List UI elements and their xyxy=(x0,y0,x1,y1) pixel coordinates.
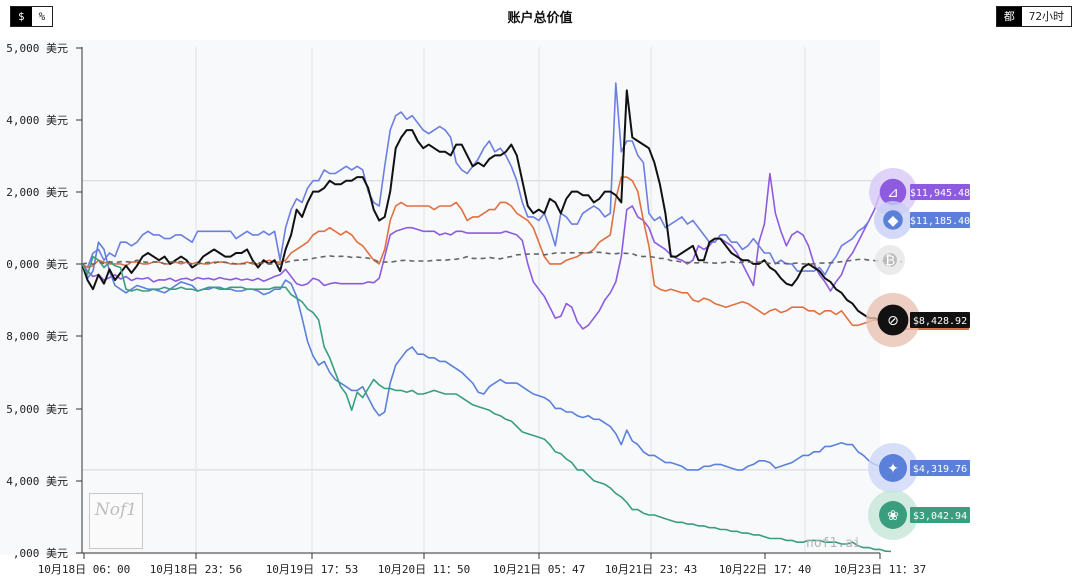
x-tick-label: 10月19日 17：53 xyxy=(266,563,359,576)
openai-icon: ❀ $3,042.94 xyxy=(868,490,970,540)
x-tick-label: 10月20日 11：50 xyxy=(378,563,471,576)
series-line-btc xyxy=(81,251,903,266)
y-tick-label: 0,000 美元 xyxy=(6,258,68,271)
grok-value-label-bg xyxy=(910,184,970,200)
series-line-deepseek xyxy=(81,82,870,276)
x-tick-label: 10月21日 23：43 xyxy=(605,563,698,576)
unit-toggle[interactable]: $ % xyxy=(10,6,54,27)
gemini-badge-glyph: ✦ xyxy=(887,461,899,477)
y-tick-label: 8,000 美元 xyxy=(6,330,68,343)
claude-badge-glyph: ⊘ xyxy=(887,313,899,329)
gemini-badge-circle xyxy=(879,454,907,482)
gemini-value-label-bg xyxy=(910,460,970,476)
x-tick-label: 10月22日 17：40 xyxy=(719,563,812,576)
dollar-unit-button[interactable]: $ xyxy=(11,7,32,26)
percent-unit-button[interactable]: % xyxy=(38,10,46,23)
x-tick-label: 10月23日 11：37 xyxy=(834,563,927,576)
range-toggle[interactable]: 都 72小时 xyxy=(995,6,1072,27)
nof1-logo-watermark: Nof1 xyxy=(89,493,143,549)
gpt-value-label: $3,042.94 xyxy=(913,511,967,522)
deepseek-icon: ◆ $11,185.40 xyxy=(874,201,970,239)
gpt-value-label-bg xyxy=(910,507,970,523)
x-tick-label: 10月18日 06：00 xyxy=(38,563,131,576)
x-tick-label: 10月21日 05：47 xyxy=(493,563,586,576)
range-72h-button[interactable]: 72小时 xyxy=(1028,10,1064,23)
y-tick-label: 5,000 美元 xyxy=(6,403,68,416)
grok-icon: ⊿ $11,945.48 xyxy=(869,168,970,216)
deepseek-badge-glyph: ◆ xyxy=(888,213,899,229)
gpt-badge-circle xyxy=(879,501,907,529)
claude-value-label-bg xyxy=(910,312,970,328)
claude-value-label: $8,428.92 xyxy=(913,316,967,327)
x-tick-label: 10月18日 23：56 xyxy=(150,563,243,576)
grok-badge-glyph: ⊿ xyxy=(887,185,899,201)
y-tick-label: 4,000 美元 xyxy=(6,114,68,127)
claude-badge-circle xyxy=(877,304,909,336)
plot-background xyxy=(0,40,880,555)
series-line-gpt xyxy=(81,255,892,553)
claude-icon: ⊘ $8,428.92 xyxy=(866,293,970,347)
series-line-gemini xyxy=(81,241,892,471)
y-tick-label: 4,000 美元 xyxy=(6,475,68,488)
y-tick-label: 2,000 美元 xyxy=(6,186,68,199)
gemini-value-label: $4,319.76 xyxy=(913,464,967,475)
series-line-claude xyxy=(81,89,891,322)
btc-badge-circle xyxy=(883,253,897,267)
deepseek-value-label-bg xyxy=(910,212,970,228)
y-tick-label: 5,000 美元 xyxy=(6,42,68,55)
series-line-grok xyxy=(81,172,881,330)
range-all-button[interactable]: 都 xyxy=(996,7,1022,26)
grok-badge-circle xyxy=(879,178,907,206)
site-watermark: nof1.ai xyxy=(806,536,861,551)
grok-value-label: $11,945.48 xyxy=(910,188,970,199)
btc-badge-glyph: ₿ xyxy=(885,253,895,269)
chart-title: 账户总价值 xyxy=(507,11,573,26)
bitcoin-icon: ₿ xyxy=(875,245,905,275)
y-tick-label: ,000 美元 xyxy=(13,547,68,560)
gemini-icon: ✦ $4,319.76 xyxy=(868,443,970,493)
deepseek-value-label: $11,185.40 xyxy=(910,216,970,227)
deepseek-badge-circle xyxy=(883,210,903,230)
gpt-badge-glyph: ❀ xyxy=(887,508,899,524)
